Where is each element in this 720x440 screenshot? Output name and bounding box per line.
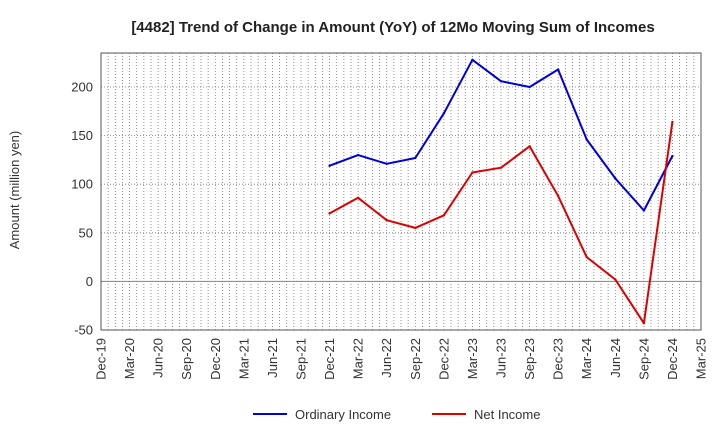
data-point bbox=[671, 154, 674, 158]
data-point bbox=[442, 112, 446, 115]
y-axis-label: Amount (million yen) bbox=[7, 131, 22, 250]
y-tick-label: 150 bbox=[71, 128, 93, 143]
data-point bbox=[614, 278, 617, 281]
data-point bbox=[385, 162, 388, 165]
data-point bbox=[328, 212, 331, 215]
x-tick-label: Dec-22 bbox=[436, 338, 451, 380]
data-point bbox=[385, 218, 388, 222]
data-point bbox=[614, 177, 617, 180]
data-point bbox=[585, 138, 588, 141]
x-tick-label: Jun-23 bbox=[494, 338, 509, 378]
x-tick-label: Mar-20 bbox=[122, 338, 137, 379]
x-tick-label: Dec-21 bbox=[322, 338, 337, 380]
data-point bbox=[356, 196, 360, 200]
x-tick-label: Jun-20 bbox=[151, 338, 166, 378]
data-point bbox=[642, 321, 646, 325]
x-tick-label: Mar-21 bbox=[236, 338, 251, 379]
data-point bbox=[585, 255, 588, 259]
legend-label: Ordinary Income bbox=[295, 407, 391, 422]
x-tick-label: Mar-25 bbox=[694, 338, 709, 379]
legend-label: Net Income bbox=[474, 407, 540, 422]
data-point bbox=[414, 226, 417, 230]
y-tick-label: 100 bbox=[71, 177, 93, 192]
y-tick-label: 0 bbox=[86, 274, 93, 289]
data-point bbox=[556, 194, 560, 198]
data-point bbox=[671, 120, 674, 124]
x-tick-label: Sep-21 bbox=[294, 338, 309, 380]
series-line-ordinary-income bbox=[329, 58, 674, 212]
x-tick-label: Dec-24 bbox=[665, 338, 680, 380]
x-tick-label: Jun-24 bbox=[608, 338, 623, 378]
x-tick-label: Jun-21 bbox=[265, 338, 280, 378]
y-tick-label: 200 bbox=[71, 80, 93, 95]
x-tick-label: Mar-22 bbox=[351, 338, 366, 379]
x-tick-label: Sep-20 bbox=[179, 338, 194, 380]
data-point bbox=[642, 209, 646, 212]
plot-area: -50 0 50 100 150 200 Dec-19 Mar-20 Jun-20 Sep-20 D… bbox=[71, 52, 709, 380]
x-tick-label: Sep-23 bbox=[522, 338, 537, 380]
data-point bbox=[556, 68, 560, 71]
y-tick-label: 50 bbox=[79, 225, 93, 240]
x-tick-label: Mar-24 bbox=[579, 338, 594, 379]
data-point bbox=[442, 214, 446, 217]
x-tick-label: Dec-19 bbox=[94, 338, 109, 380]
data-point bbox=[471, 58, 474, 62]
legend: Ordinary Income Net Income bbox=[253, 407, 540, 422]
x-tick-label: Sep-22 bbox=[408, 338, 423, 380]
data-point bbox=[471, 171, 474, 174]
data-point bbox=[528, 85, 531, 89]
data-point bbox=[414, 156, 417, 160]
data-point bbox=[499, 166, 503, 169]
x-tick-label: Sep-24 bbox=[636, 338, 651, 380]
data-point bbox=[328, 164, 331, 167]
data-point bbox=[499, 79, 503, 83]
y-tick-label: -50 bbox=[74, 323, 93, 338]
data-point bbox=[528, 145, 531, 148]
x-tick-label: Jun-22 bbox=[379, 338, 394, 378]
data-point bbox=[356, 153, 360, 157]
x-tick-label: Dec-23 bbox=[551, 338, 566, 380]
chart-title: [4482] Trend of Change in Amount (YoY) o… bbox=[131, 19, 654, 36]
plot-border bbox=[100, 52, 702, 331]
x-tick-label: Mar-23 bbox=[465, 338, 480, 379]
x-tick-label: Dec-20 bbox=[208, 338, 223, 380]
